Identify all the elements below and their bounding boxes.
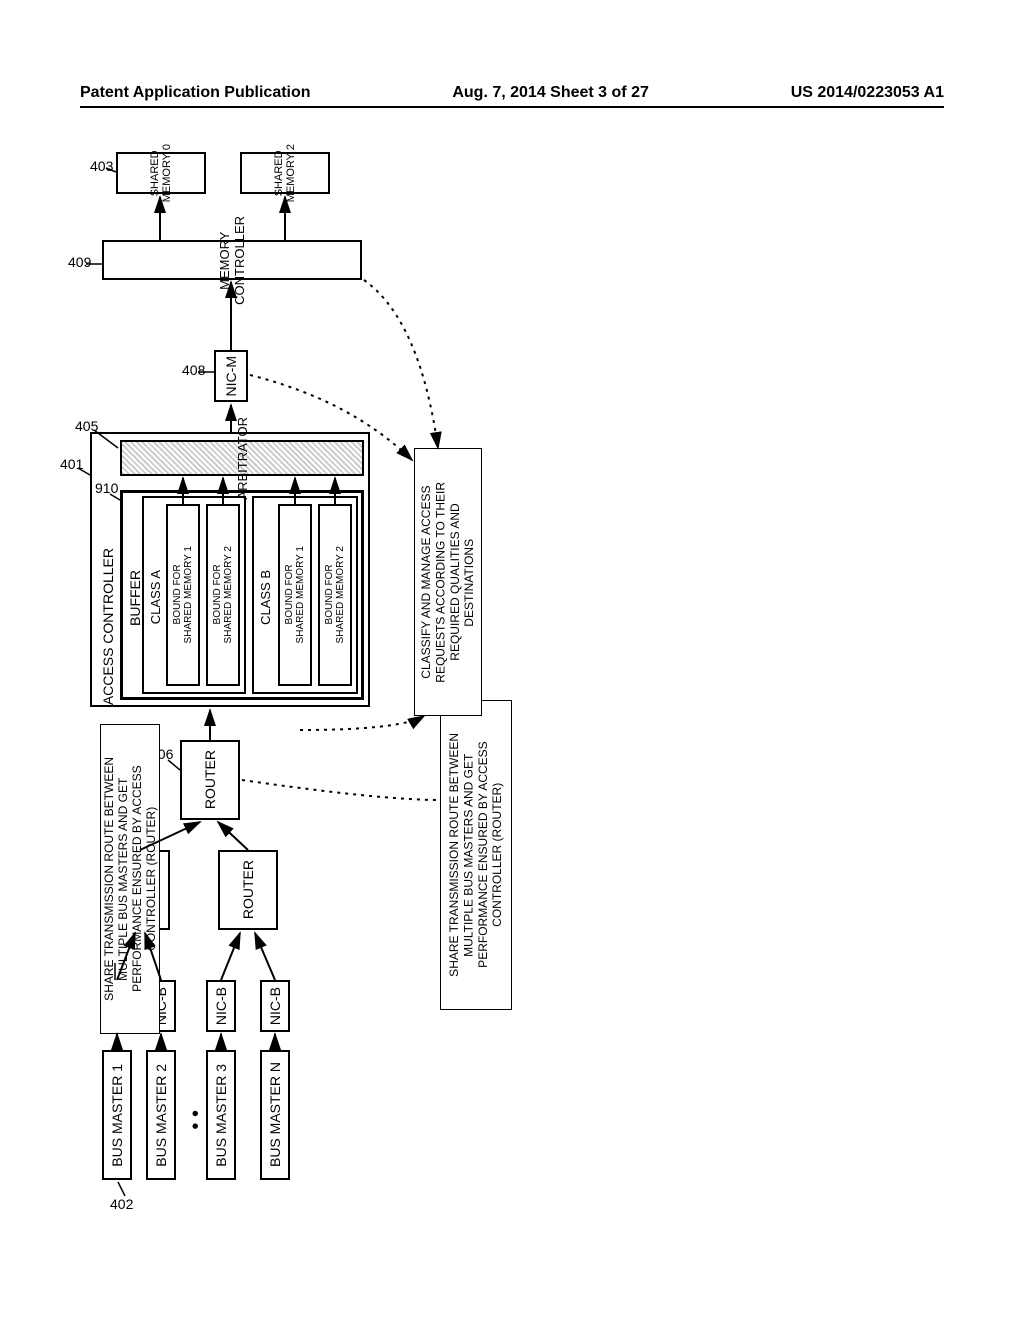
bus-master-3: BUS MASTER 3 [206, 1050, 236, 1180]
class-b-mem2: BOUND FOR SHARED MEMORY 2 [318, 504, 352, 686]
class-a-label: CLASS A [148, 570, 163, 624]
bus-master-dots: • • [185, 1110, 208, 1130]
class-b-mem1: BOUND FOR SHARED MEMORY 1 [278, 504, 312, 686]
bus-master-n: BUS MASTER N [260, 1050, 290, 1180]
memory-controller: MEMORY CONTROLLER [102, 240, 362, 280]
nic-b-n: NIC-B [260, 980, 290, 1032]
header-left: Patent Application Publication [80, 84, 311, 102]
router-3: ROUTER [180, 740, 240, 820]
shared-memory-2: SHARED MEMORY 2 [240, 152, 330, 194]
bus-master-1: BUS MASTER 1 [102, 1050, 132, 1180]
ref-910: 910 [95, 480, 118, 496]
nic-m: NIC-M [214, 350, 248, 402]
annotation-2: CLASSIFY AND MANAGE ACCESS REQUESTS ACCO… [414, 448, 482, 716]
header-rule [80, 106, 944, 108]
access-controller-label: ACCESS CONTROLLER [100, 548, 116, 705]
ref-408: 408 [182, 362, 205, 378]
class-a-mem2: BOUND FOR SHARED MEMORY 2 [206, 504, 240, 686]
ref-401: 401 [60, 456, 83, 472]
ref-402: 402 [110, 1196, 133, 1212]
annotation-1: SHARE TRANSMISSION ROUTE BETWEEN MULTIPL… [440, 700, 512, 1010]
ref-405: 405 [75, 418, 98, 434]
router-2: ROUTER [218, 850, 278, 930]
ref-403: 403 [90, 158, 113, 174]
header-center: Aug. 7, 2014 Sheet 3 of 27 [452, 84, 649, 102]
nic-b-3: NIC-B [206, 980, 236, 1032]
shared-memory-0: SHARED MEMORY 0 [116, 152, 206, 194]
arbitrator: ARBITRATOR [120, 440, 364, 476]
annotation-share-route: SHARE TRANSMISSION ROUTE BETWEEN MULTIPL… [102, 757, 158, 1001]
class-a-mem1: BOUND FOR SHARED MEMORY 1 [166, 504, 200, 686]
bus-master-2: BUS MASTER 2 [146, 1050, 176, 1180]
buffer-label: BUFFER [127, 570, 143, 626]
class-b-label: CLASS B [258, 570, 273, 625]
header-right: US 2014/0223053 A1 [791, 84, 944, 102]
ref-409: 409 [68, 254, 91, 270]
